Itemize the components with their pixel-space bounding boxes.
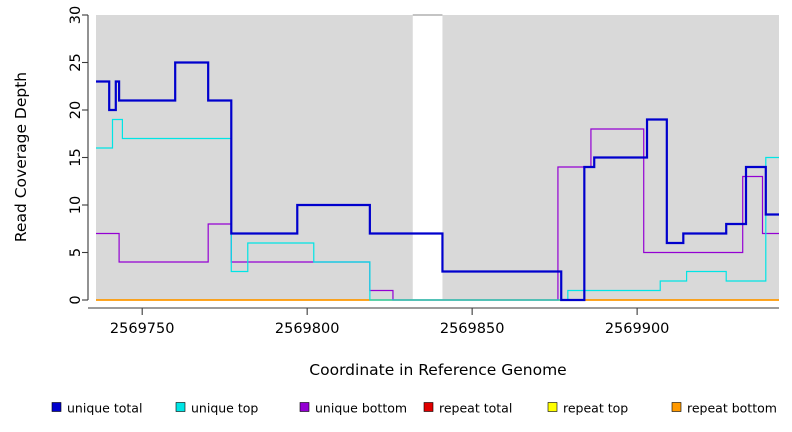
x-axis-tick-label: 2569750	[110, 321, 175, 337]
y-axis-tick-label: 5	[68, 248, 84, 257]
y-axis-tick-label: 20	[68, 101, 84, 119]
x-axis-tick-label: 2569900	[605, 321, 670, 337]
legend-swatch-unique-top	[175, 402, 186, 412]
chart-legend: unique total unique top unique bottom repea…	[51, 401, 777, 416]
x-axis-tick-label: 2569850	[440, 321, 505, 337]
axes-group: 0 5 10 15 20 25 30 2569750 2569800 2569850 2569900	[68, 6, 779, 337]
series-line-unique-total	[96, 61, 779, 302]
x-axis-title: Coordinate in Reference Genome	[309, 361, 566, 379]
series-group	[96, 61, 779, 302]
legend-label-repeat-top: repeat top	[563, 401, 628, 416]
legend-swatch-repeat-bottom	[671, 402, 682, 412]
legend-swatch-unique-total	[51, 402, 62, 412]
legend-swatch-unique-bottom	[299, 402, 310, 412]
legend-label-unique-bottom: unique bottom	[315, 401, 407, 416]
legend-swatch-repeat-top	[547, 402, 558, 412]
legend-swatch-repeat-total	[423, 402, 434, 412]
series-line-unique-top	[96, 118, 779, 301]
legend-label-repeat-total: repeat total	[439, 401, 512, 416]
y-axis-tick-label: 0	[68, 295, 84, 304]
legend-label-repeat-bottom: repeat bottom	[687, 401, 777, 416]
series-line-unique-bottom	[96, 128, 779, 301]
y-axis-tick-label: 30	[68, 6, 84, 24]
y-axis-tick-label: 15	[68, 148, 84, 166]
no-data-gap-band	[412, 15, 443, 300]
legend-label-unique-total: unique total	[67, 401, 142, 416]
y-axis-title: Read Coverage Depth	[12, 72, 30, 242]
x-axis-tick-label: 2569800	[275, 321, 340, 337]
y-axis-tick-label: 10	[68, 196, 84, 214]
legend-label-unique-top: unique top	[191, 401, 258, 416]
y-axis-tick-label: 25	[68, 53, 84, 71]
